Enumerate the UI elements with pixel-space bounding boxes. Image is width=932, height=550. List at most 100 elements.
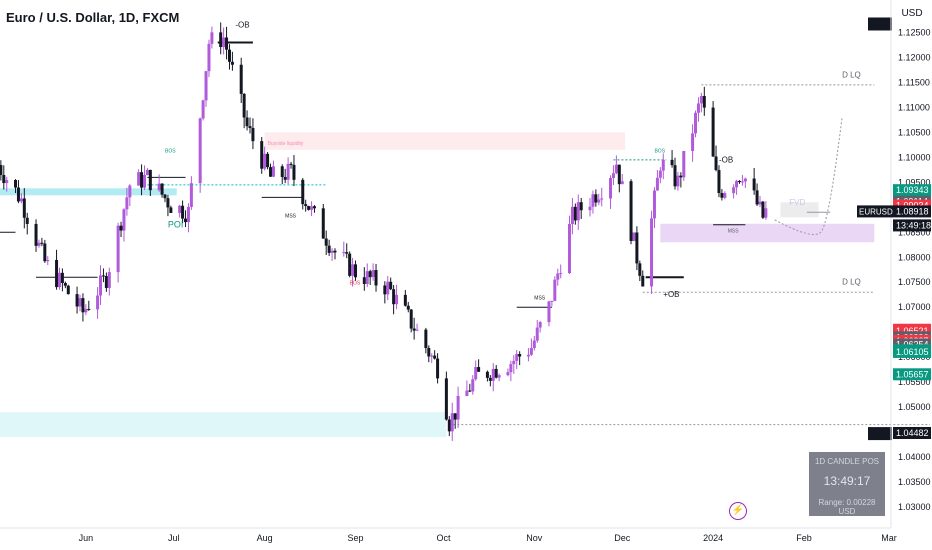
candle-body xyxy=(198,118,202,184)
currency-label[interactable]: USD xyxy=(901,8,923,19)
candle-body xyxy=(219,32,223,48)
candle-body xyxy=(307,206,311,210)
zone-purple xyxy=(660,223,875,243)
candle-body xyxy=(289,163,293,165)
candle-body xyxy=(567,224,571,274)
label-bos-dec: BOS xyxy=(654,148,665,154)
high-tag xyxy=(868,17,892,31)
candle-body xyxy=(691,133,695,151)
price-tick-label: 1.03000 xyxy=(898,502,931,512)
zone-fvd xyxy=(780,202,819,218)
candle-body xyxy=(529,348,533,355)
candle-body xyxy=(225,37,229,50)
time-tick-label: 2024 xyxy=(703,533,723,543)
candle-body xyxy=(157,183,161,191)
candle-body xyxy=(755,190,759,205)
price-tick-label: 1.09500 xyxy=(898,177,931,187)
candle-body xyxy=(553,279,557,301)
candle-body xyxy=(286,163,290,180)
candle-body xyxy=(22,198,26,218)
candle-body xyxy=(351,264,355,276)
candle-body xyxy=(55,259,59,288)
candle-body xyxy=(371,270,375,278)
label-mss-nov: MSS xyxy=(534,296,546,302)
price-tick-label: 1.08500 xyxy=(898,227,931,237)
candle-body xyxy=(266,153,270,168)
candle-body xyxy=(19,198,23,202)
price-tick-label: 1.11000 xyxy=(898,102,930,112)
time-tick-label: Aug xyxy=(257,533,273,543)
panel-range: Range: 0.00228 USD xyxy=(818,498,876,516)
label-buyside: Buyside liquidity xyxy=(268,141,304,147)
candle-body xyxy=(576,202,580,221)
price-tick-label: 1.03500 xyxy=(898,477,931,487)
candle-body xyxy=(75,294,79,307)
candle-body xyxy=(735,180,739,188)
candle-body xyxy=(456,395,460,420)
candle-body xyxy=(101,275,105,277)
candle-body xyxy=(87,308,91,310)
candle-body xyxy=(148,169,152,191)
candle-body xyxy=(752,178,756,191)
candle-body xyxy=(538,322,542,328)
candle-body xyxy=(142,174,146,188)
candle-body xyxy=(25,217,29,224)
candle-body xyxy=(430,355,434,357)
price-label: 1.08918 xyxy=(893,205,931,218)
candle-body xyxy=(63,282,67,286)
price-label-text: 1.08918 xyxy=(896,206,929,216)
candle-body xyxy=(2,174,6,184)
candle-body xyxy=(550,300,554,302)
candle-body xyxy=(107,272,111,288)
candle-body xyxy=(570,206,574,225)
price-label-text: 1.06105 xyxy=(896,347,929,357)
label-fvd: FVD xyxy=(789,198,805,207)
price-labels: 1.093431.091141.090341.0891813:49:181.06… xyxy=(857,184,931,439)
candle-body xyxy=(116,225,120,273)
candle-body xyxy=(702,96,706,108)
candle-body xyxy=(494,368,498,378)
candle-body xyxy=(330,250,334,253)
candle-body xyxy=(506,372,510,376)
symbol-tag-text: EURUSD xyxy=(859,207,893,216)
candle-body xyxy=(60,272,64,283)
flash-icon[interactable]: ⚡ xyxy=(729,502,747,520)
candle-body xyxy=(655,177,659,191)
candle-body xyxy=(137,172,141,186)
candle-body xyxy=(471,379,475,392)
candle-body xyxy=(676,175,680,187)
price-tick-label: 1.12500 xyxy=(898,27,931,37)
candle-body xyxy=(740,181,744,183)
chart-title: Euro / U.S. Dollar, 1D, FXCM xyxy=(6,10,180,25)
price-label-bg xyxy=(893,219,931,232)
candle-body xyxy=(444,378,448,420)
candle-body xyxy=(535,327,539,341)
candle-body xyxy=(304,204,308,207)
candle-body xyxy=(128,185,132,198)
candle-body xyxy=(389,281,393,290)
label-ob-neg-2: -OB xyxy=(719,155,733,164)
candle-body xyxy=(556,273,560,280)
time-tick-label: Jun xyxy=(79,533,94,543)
price-label: 1.06105 xyxy=(893,345,931,358)
candle-body xyxy=(280,166,284,177)
price-label-bg xyxy=(893,426,931,439)
candle-body xyxy=(78,298,82,307)
candle-body xyxy=(711,107,715,157)
candle-body xyxy=(227,49,231,62)
candle-body xyxy=(682,150,686,178)
candle-body xyxy=(658,170,662,178)
price-label: 1.09343 xyxy=(893,184,931,197)
price-label: 1.05657 xyxy=(893,368,931,381)
candle-body xyxy=(34,223,38,246)
candle-body xyxy=(119,225,123,231)
candle-body xyxy=(66,285,70,295)
candle-body xyxy=(40,242,44,244)
candle-body xyxy=(301,179,305,205)
candle-body xyxy=(427,348,431,357)
price-label: 13:49:18 xyxy=(893,219,931,232)
time-axis: Jun Jul Aug Sep Oct Nov Dec 2024 Feb Mar xyxy=(79,533,897,543)
candle-body xyxy=(96,295,100,310)
candle-body xyxy=(732,187,736,194)
